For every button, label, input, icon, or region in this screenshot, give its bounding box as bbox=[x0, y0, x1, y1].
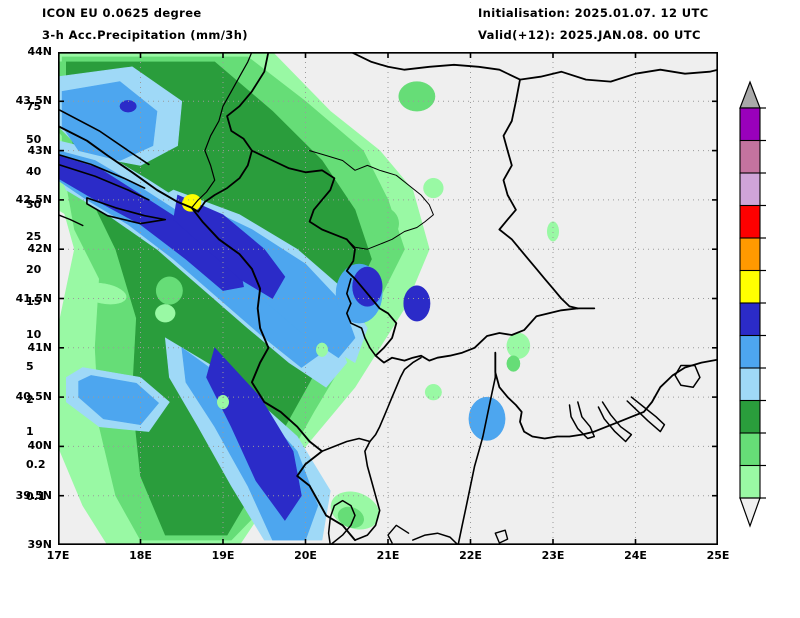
lat-tick-42N: 42N bbox=[27, 242, 52, 256]
lon-tick-19E: 19E bbox=[211, 549, 235, 562]
lat-tick-42.5N: 42.5N bbox=[15, 192, 52, 206]
colorbar-label-0.1: 0.1 bbox=[26, 490, 46, 503]
lat-tick-41.5N: 41.5N bbox=[15, 291, 52, 305]
map-frame bbox=[58, 52, 718, 545]
lat-tick-43N: 43N bbox=[27, 143, 52, 157]
lon-tick-21E: 21E bbox=[376, 549, 400, 562]
lat-tick-40.5N: 40.5N bbox=[15, 390, 52, 404]
lat-tick-40N: 40N bbox=[27, 439, 52, 453]
colorbar-swatches bbox=[739, 80, 766, 528]
coastlines-and-borders bbox=[58, 52, 718, 545]
lon-tick-20E: 20E bbox=[294, 549, 317, 562]
valid-time: Valid(+12): 2025.JAN.08. 00 UTC bbox=[478, 28, 701, 42]
colorbar-label-20: 20 bbox=[26, 262, 42, 276]
lon-tick-18E: 18E bbox=[129, 549, 152, 562]
lon-tick-17E: 17E bbox=[46, 549, 70, 562]
model-title: ICON EU 0.0625 degree bbox=[42, 6, 202, 20]
lat-tick-39N: 39N bbox=[27, 538, 52, 551]
field-title: 3-h Acc.Precipitation (mm/3h) bbox=[42, 28, 248, 42]
colorbar-label-0.2: 0.2 bbox=[26, 457, 46, 471]
map-plot-area bbox=[58, 52, 718, 545]
precipitation-map bbox=[58, 52, 718, 545]
colorbar-label-30: 30 bbox=[26, 197, 42, 211]
colorbar bbox=[736, 80, 796, 530]
lat-tick-39.5N: 39.5N bbox=[15, 488, 52, 502]
gridlines bbox=[58, 52, 718, 545]
colorbar-label-25: 25 bbox=[26, 230, 42, 243]
lon-tick-24E: 24E bbox=[624, 549, 647, 562]
lon-tick-22E: 22E bbox=[459, 549, 482, 562]
lat-tick-41N: 41N bbox=[27, 340, 52, 354]
colorbar-label-75: 75 bbox=[26, 100, 42, 113]
colorbar-label-5: 5 bbox=[26, 360, 34, 373]
colorbar-label-10: 10 bbox=[26, 327, 42, 341]
colorbar-label-40: 40 bbox=[26, 165, 42, 178]
colorbar-label-1: 1 bbox=[26, 425, 34, 438]
colorbar-label-50: 50 bbox=[26, 132, 42, 146]
colorbar-label-2: 2 bbox=[26, 392, 34, 406]
initialisation-time: Initialisation: 2025.01.07. 12 UTC bbox=[478, 6, 709, 20]
lon-tick-23E: 23E bbox=[541, 549, 565, 562]
lon-tick-25E: 25E bbox=[706, 549, 730, 562]
lat-tick-44N: 44N bbox=[27, 45, 52, 58]
lat-tick-43.5N: 43.5N bbox=[15, 94, 52, 108]
colorbar-label-15: 15 bbox=[26, 295, 42, 308]
